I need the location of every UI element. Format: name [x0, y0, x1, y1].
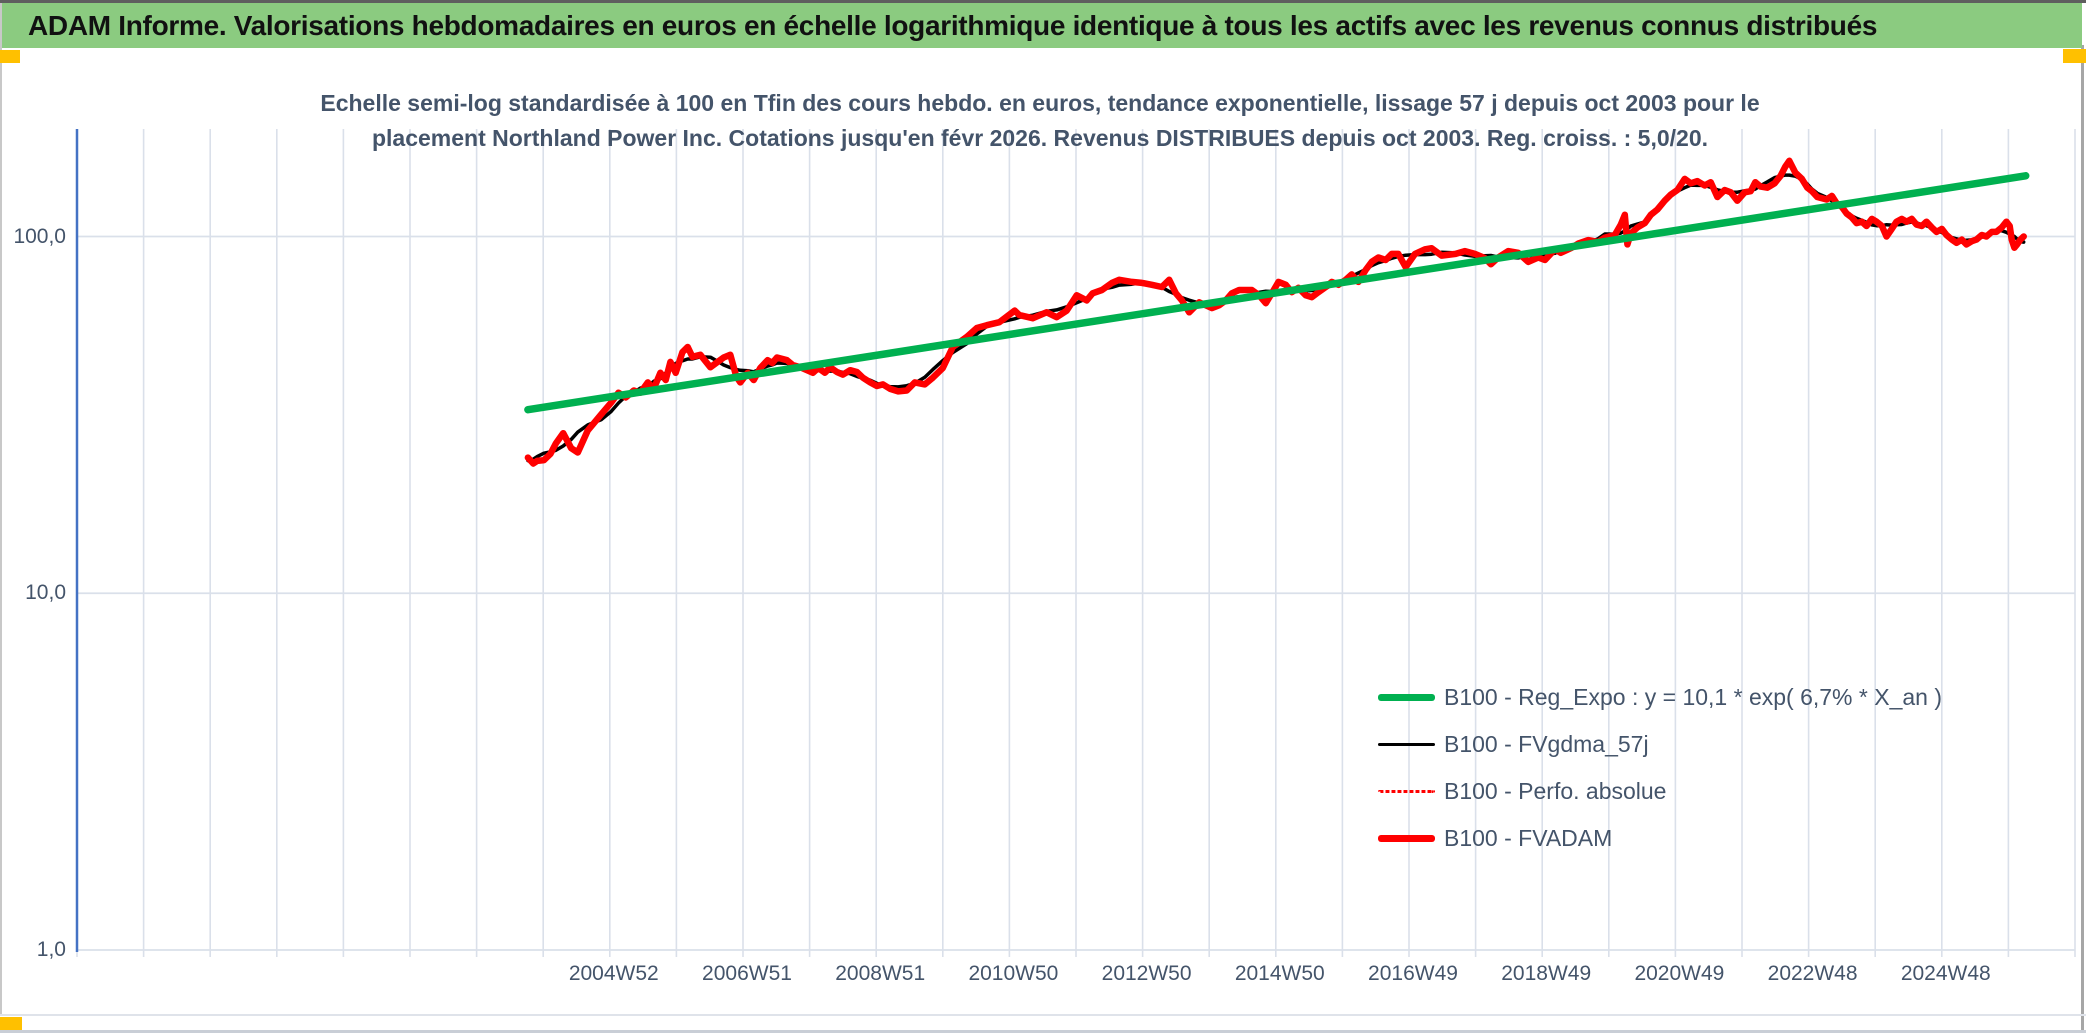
y-tick-label: 10,0 — [25, 581, 66, 605]
legend-line-swatch — [1378, 790, 1435, 793]
legend-label: B100 - Perfo. absolue — [1444, 778, 1667, 804]
y-tick-label: 100,0 — [13, 224, 66, 248]
banner: ADAM Informe. Valorisations hebdomadaire… — [2, 3, 2082, 48]
x-tick-label: 2024W48 — [1900, 962, 1991, 985]
legend-label: B100 - FVADAM — [1444, 825, 1613, 851]
x-tick-label: 2018W49 — [1501, 962, 1592, 985]
x-tick-label: 2016W49 — [1368, 962, 1458, 985]
accent-square-top-right — [2063, 49, 2086, 63]
x-tick-label: 2006W51 — [702, 962, 792, 985]
legend-item: B100 - FVADAM — [1378, 815, 1942, 862]
legend-line-swatch — [1378, 743, 1435, 746]
legend-label: B100 - Reg_Expo : y = 10,1 * exp( 6,7% *… — [1444, 684, 1942, 710]
x-tick-label: 2010W50 — [968, 962, 1059, 985]
window-right-border — [2081, 45, 2084, 1033]
chart-title-line-1: Echelle semi-log standardisée à 100 en T… — [320, 90, 1760, 116]
x-tick-label: 2022W48 — [1767, 962, 1858, 985]
x-tick-label: 2020W49 — [1634, 962, 1725, 985]
chart-title-line-2: placement Northland Power Inc. Cotations… — [371, 125, 1709, 151]
x-tick-label: 2014W50 — [1234, 962, 1325, 985]
legend-line-swatch — [1378, 694, 1435, 701]
banner-title: ADAM Informe. Valorisations hebdomadaire… — [28, 9, 1878, 41]
accent-square-bottom-left — [0, 1017, 22, 1032]
y-tick-label: 1,0 — [36, 938, 66, 961]
window-left-border — [0, 3, 2, 1015]
x-tick-label: 2008W51 — [835, 962, 926, 985]
chart-legend: B100 - Reg_Expo : y = 10,1 * exp( 6,7% *… — [1378, 674, 1942, 862]
chart-title: Echelle semi-log standardisée à 100 en T… — [240, 86, 1840, 156]
legend-line-swatch — [1378, 835, 1435, 842]
window-bottom-border — [0, 1030, 2086, 1033]
legend-item: B100 - Perfo. absolue — [1378, 768, 1942, 815]
x-tick-label: 2004W52 — [568, 962, 659, 985]
legend-label: B100 - FVgdma_57j — [1444, 731, 1649, 757]
window-top-border — [0, 0, 2086, 3]
accent-square-top-left — [0, 50, 20, 63]
legend-item: B100 - Reg_Expo : y = 10,1 * exp( 6,7% *… — [1378, 674, 1942, 721]
x-tick-label: 2012W50 — [1101, 962, 1192, 985]
series-reg-expo — [524, 172, 2030, 414]
legend-item: B100 - FVgdma_57j — [1378, 721, 1942, 768]
bottom-row-divider — [0, 1014, 2086, 1016]
